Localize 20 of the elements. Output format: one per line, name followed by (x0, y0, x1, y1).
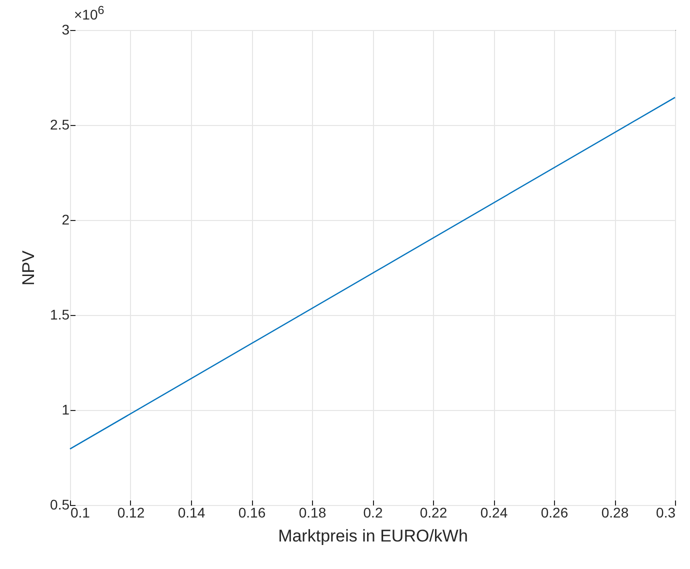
x-axis-title: Marktpreis in EURO/kWh (278, 526, 468, 546)
y-tick-label: 2.5 (50, 116, 70, 132)
x-tick-label: 0.3 (656, 504, 676, 520)
x-tick-label: 0.12 (117, 504, 145, 520)
y-tick-label: 1.5 (50, 306, 70, 322)
y-tick-label: 2 (62, 212, 70, 228)
x-tick-label: 0.26 (540, 504, 568, 520)
x-tick-label: 0.18 (298, 504, 326, 520)
text: ×10$^{6}$ (74, 4, 104, 23)
y-tick-label: 1 (62, 402, 70, 418)
y-tick-label: 3 (62, 22, 70, 38)
y-tick-label: 0.5 (50, 496, 70, 512)
x-tick-label: 0.16 (238, 504, 266, 520)
y-axis-title: NPV (19, 250, 38, 286)
x-tick-label: 0.28 (601, 504, 629, 520)
x-tick-label: 0.2 (363, 504, 383, 520)
x-tick-label: 0.22 (420, 504, 448, 520)
x-tick-label: 0.1 (70, 504, 90, 520)
x-tick-label: 0.14 (178, 504, 206, 520)
x-tick-label: 0.24 (480, 504, 508, 520)
